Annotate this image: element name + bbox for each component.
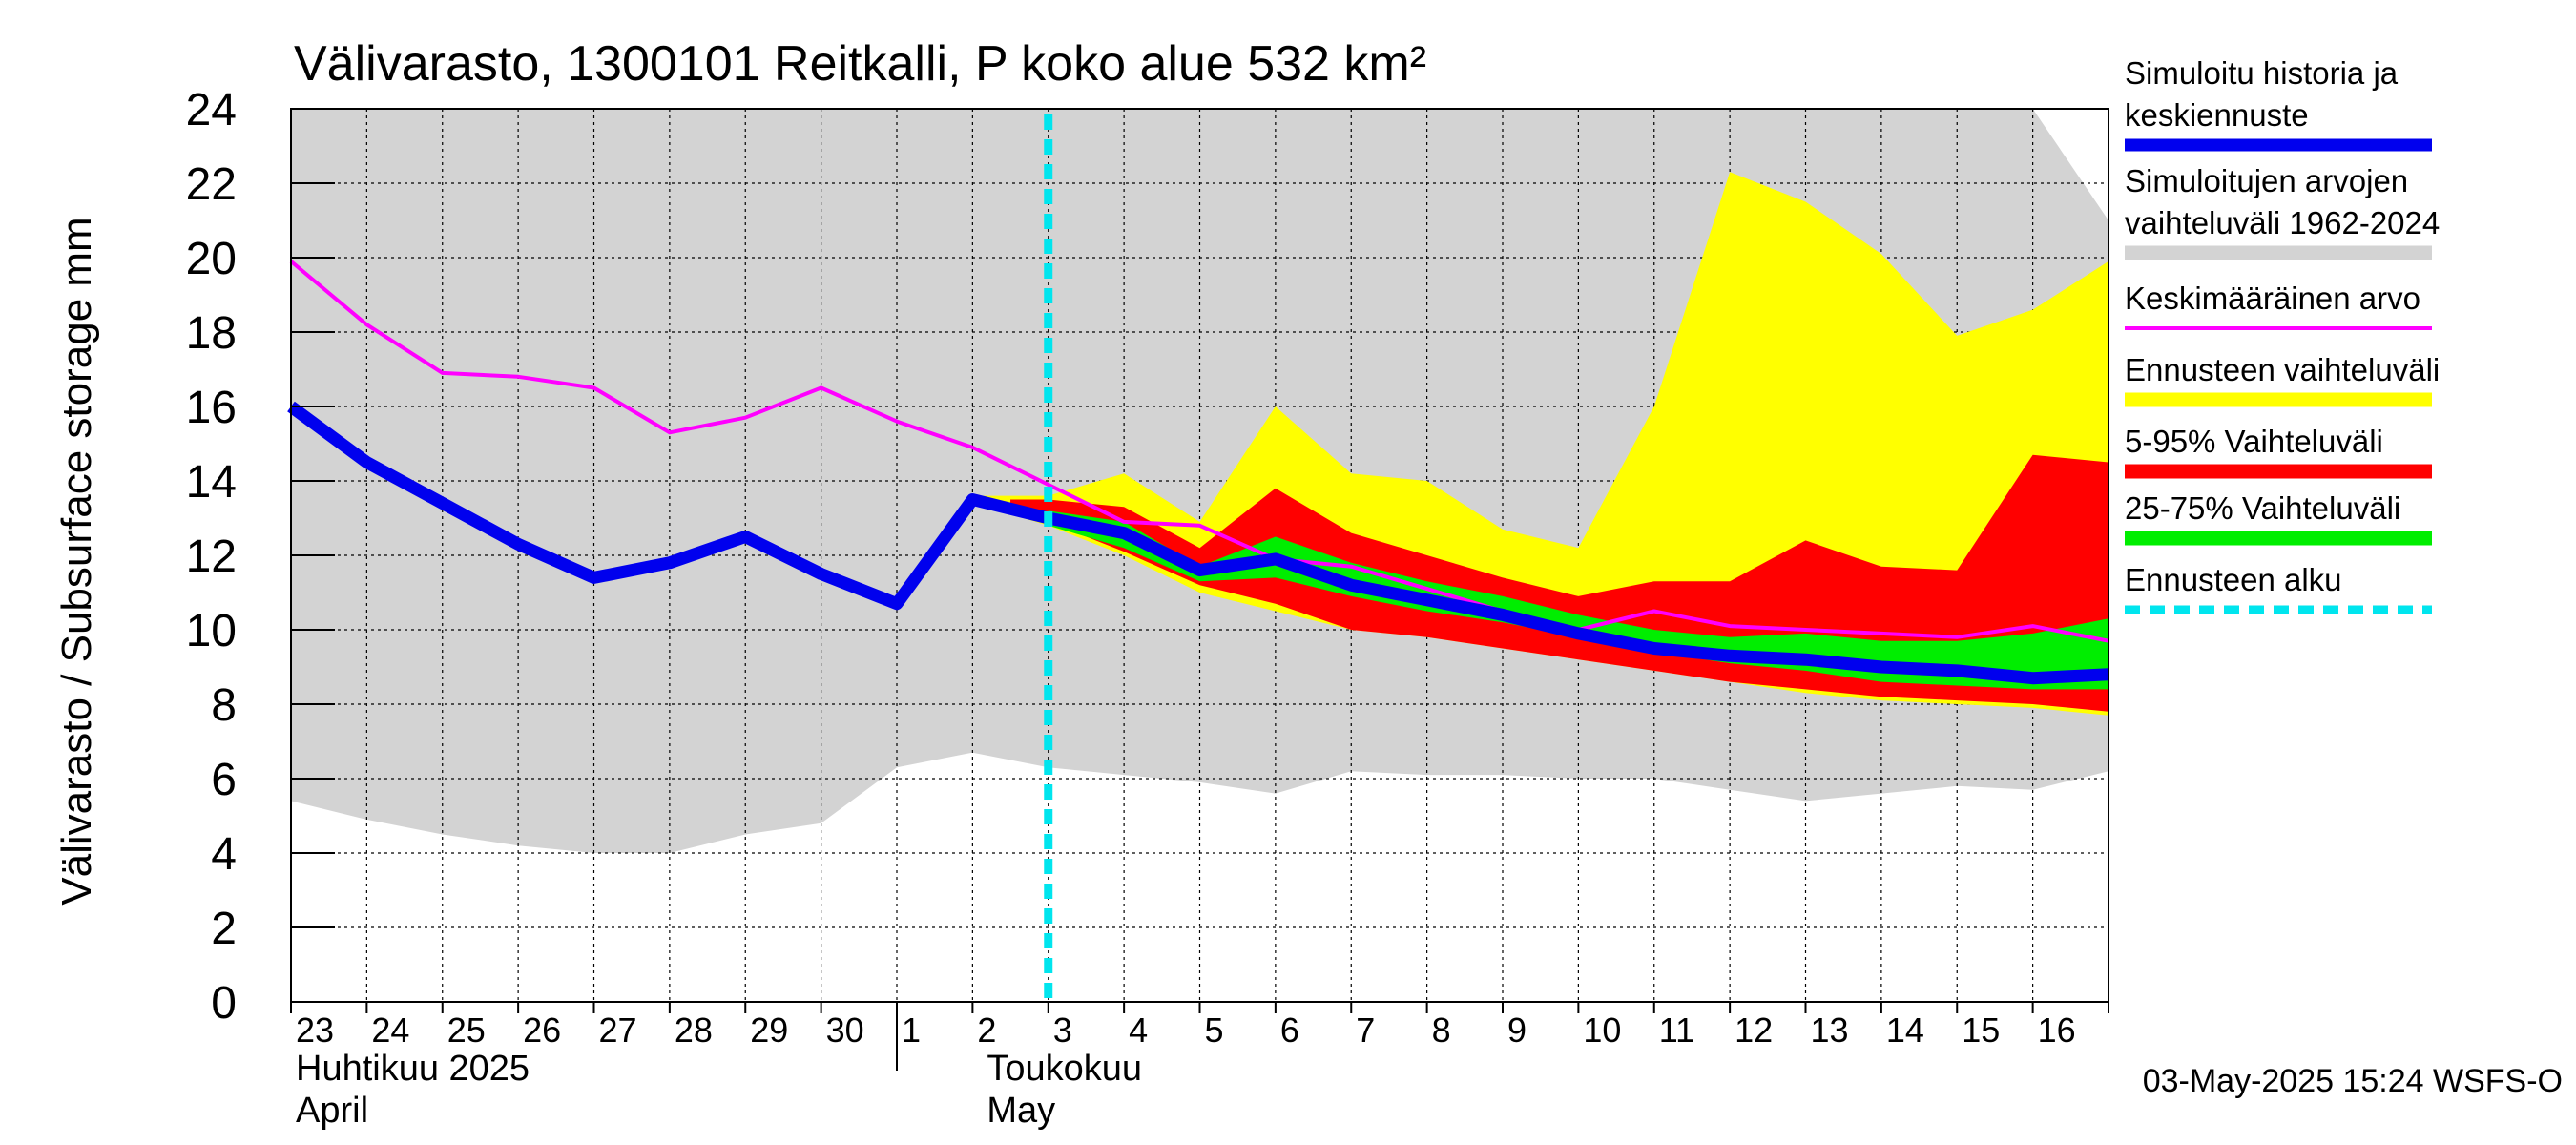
y-tick-label: 6	[211, 755, 237, 805]
y-tick-label: 24	[186, 85, 237, 135]
y-tick-label: 8	[211, 680, 237, 731]
axes	[290, 108, 2109, 1071]
x-tick-label: 10	[1583, 1010, 1621, 1050]
x-tick-label: 14	[1886, 1010, 1924, 1050]
legend-label: 5-95% Vaihteluväli	[2125, 424, 2383, 459]
legend-label: Keskimääräinen arvo	[2125, 281, 2420, 316]
x-tick-label: 12	[1735, 1010, 1773, 1050]
y-tick-label: 22	[186, 159, 237, 210]
legend: Simuloitu historia ja keskiennuste Simuloi…	[2125, 55, 2440, 614]
y-tick-label: 18	[186, 308, 237, 359]
legend-label: keskiennuste	[2125, 97, 2309, 133]
x-tick-label: 9	[1507, 1010, 1527, 1050]
chart-title: Välivarasto, 1300101 Reitkalli, P koko a…	[294, 36, 1426, 92]
p25-75-band	[1048, 510, 2109, 690]
x-tick-label: 15	[1962, 1010, 2000, 1050]
x-tick-label: 8	[1432, 1010, 1451, 1050]
x-tick-label: 1	[902, 1010, 921, 1050]
x-tick-label: 5	[1205, 1010, 1224, 1050]
y-tick-label: 0	[211, 978, 237, 1029]
x-tick-label: 16	[2038, 1010, 2076, 1050]
x-tick-labels: 23 24 25 26 27 28 29 30 1 2 3 4 5 6 7 8 9 10 11 12 13 14 15 16H…	[296, 1010, 2076, 1131]
x-tick-label: 2	[977, 1010, 996, 1050]
x-tick-label: 23	[296, 1010, 334, 1050]
y-axis-label: Välivarasto / Subsurface storage mm	[53, 217, 100, 905]
x-tick-label: 3	[1053, 1010, 1072, 1050]
y-tick-label: 10	[186, 606, 237, 656]
legend-label: Simuloitujen arvojen	[2125, 163, 2408, 198]
x-tick-label: 27	[599, 1010, 637, 1050]
y-tick-label: 16	[186, 383, 237, 433]
month-label-en: May	[987, 1091, 1055, 1131]
x-tick-label: 29	[750, 1010, 788, 1050]
y-tick-label: 20	[186, 234, 237, 284]
x-tick-label: 4	[1129, 1010, 1148, 1050]
legend-label: vaihteluväli 1962-2024	[2125, 205, 2440, 240]
legend-label: Ennusteen alku	[2125, 562, 2342, 597]
simulated-line-group	[287, 401, 2109, 685]
x-tick-label: 13	[1811, 1010, 1849, 1050]
y-tick-label: 4	[211, 829, 237, 880]
x-tick-label: 7	[1356, 1010, 1375, 1050]
legend-label: Ennusteen vaihteluväli	[2125, 352, 2440, 387]
x-tick-label: 11	[1659, 1010, 1694, 1050]
x-tick-label: 25	[447, 1010, 486, 1050]
mean-line-group	[289, 260, 2109, 643]
legend-label: Simuloitu historia ja	[2125, 55, 2399, 91]
simulated-line	[287, 401, 2109, 685]
x-tick-label: 28	[675, 1010, 713, 1050]
timestamp: 03-May-2025 15:24 WSFS-O	[2143, 1063, 2563, 1099]
y-tick-label: 2	[211, 904, 237, 954]
x-tick-label: 30	[826, 1010, 864, 1050]
x-tick-label: 26	[523, 1010, 561, 1050]
legend-label: 25-75% Vaihteluväli	[2125, 490, 2400, 526]
y-tick-label: 12	[186, 531, 237, 582]
month-label-fi: Toukokuu	[987, 1049, 1142, 1089]
p25-75-area	[1048, 510, 2109, 690]
x-tick-label: 24	[371, 1010, 409, 1050]
month-label-en: April	[296, 1091, 368, 1131]
month-label-fi: Huhtikuu 2025	[296, 1049, 530, 1089]
x-tick-label: 6	[1280, 1010, 1299, 1050]
mean-line	[289, 260, 2109, 643]
y-tick-label: 14	[186, 457, 237, 508]
